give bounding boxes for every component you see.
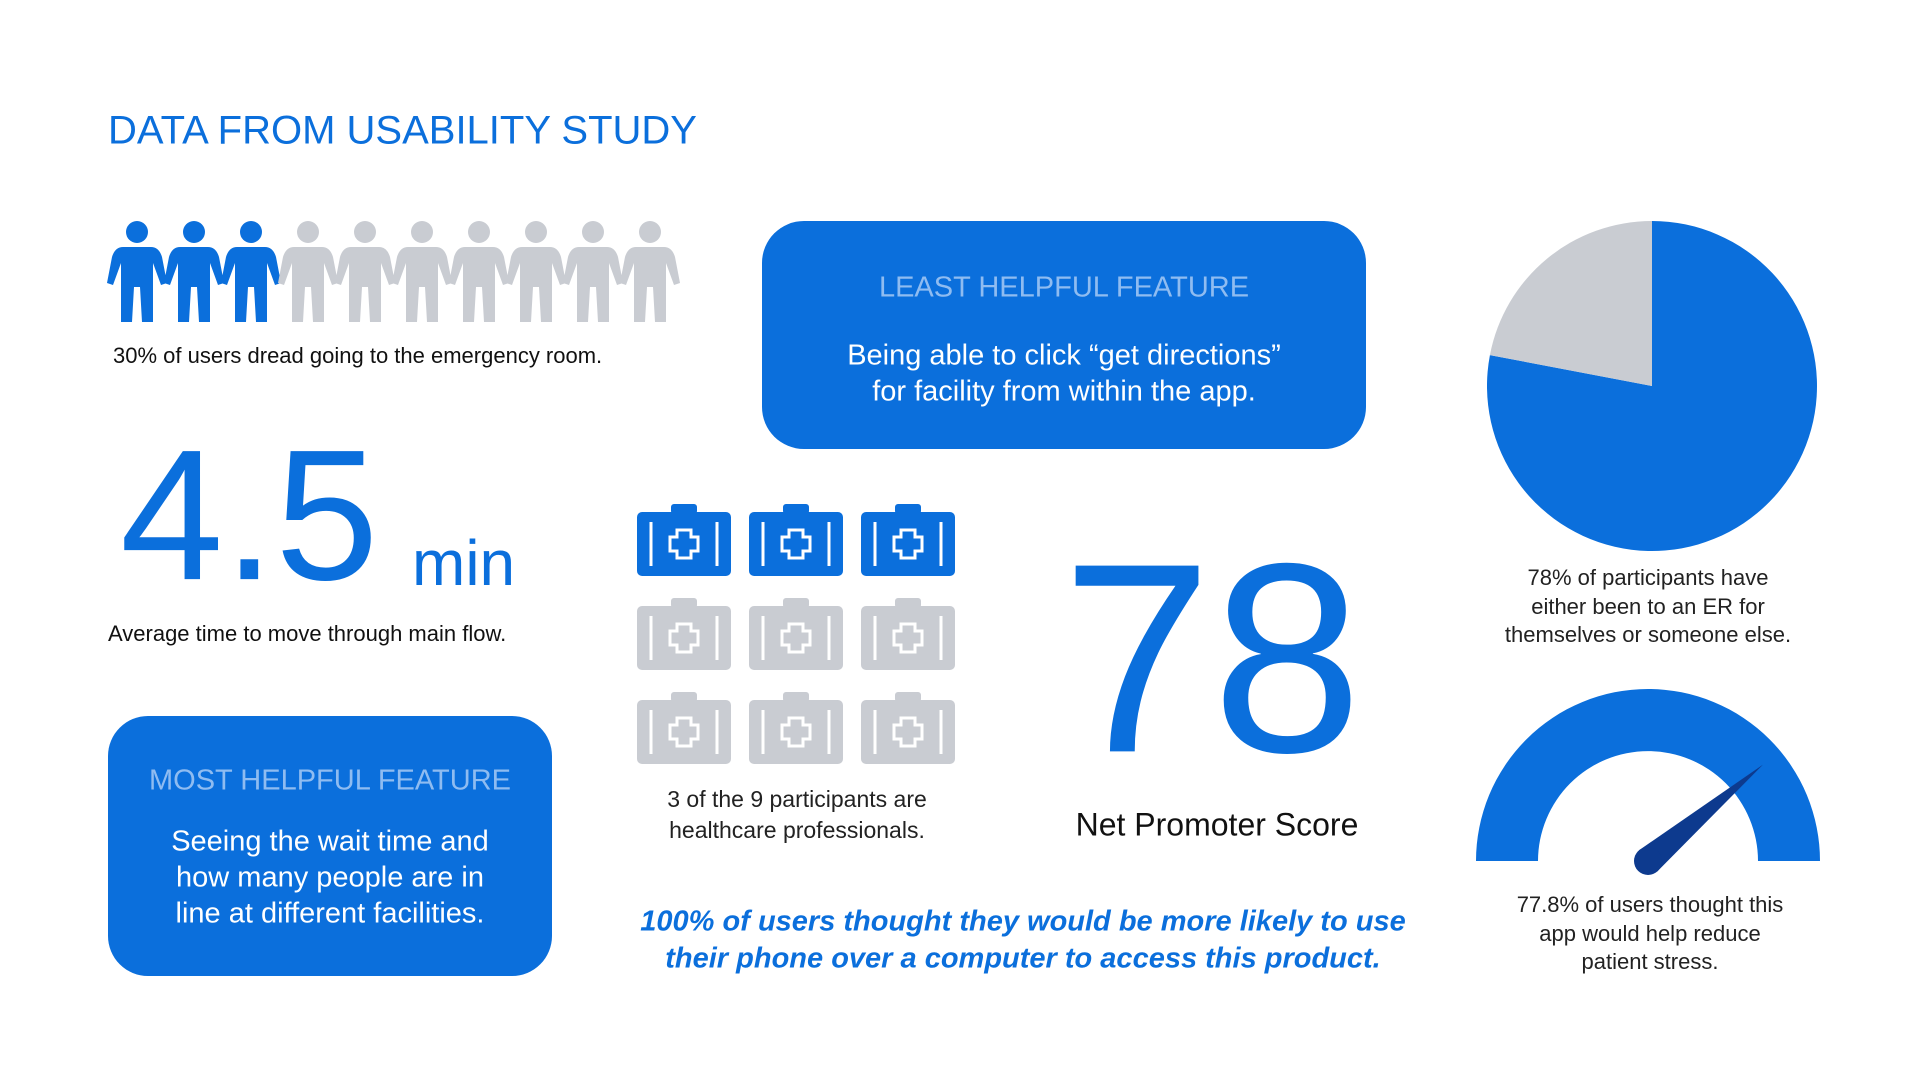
kit-cross xyxy=(892,528,924,560)
person-body xyxy=(164,247,224,322)
person-head xyxy=(582,221,604,243)
pie-caption: either been to an ER for xyxy=(1531,594,1765,619)
least-helpful-text: Being able to click “get directions” xyxy=(847,340,1281,372)
footer-text: their phone over a computer to access th… xyxy=(665,943,1380,975)
person-icon xyxy=(107,221,167,322)
person-head xyxy=(297,221,319,243)
kit-handle xyxy=(783,692,809,702)
pie-slice xyxy=(1489,221,1652,386)
kit-cross xyxy=(892,622,924,654)
most-helpful-text: how many people are in xyxy=(176,862,484,894)
kit-icon xyxy=(861,598,955,670)
time-caption: Average time to move through main flow. xyxy=(108,621,506,646)
kit-icon xyxy=(637,692,731,764)
kit-handle xyxy=(895,692,921,702)
person-icon xyxy=(449,221,509,322)
kit-body xyxy=(749,606,843,670)
person-head xyxy=(126,221,148,243)
person-body xyxy=(449,247,509,322)
kits-caption: healthcare professionals. xyxy=(669,817,925,843)
person-head xyxy=(468,221,490,243)
person-icon xyxy=(392,221,452,322)
person-icon xyxy=(506,221,566,322)
person-icon xyxy=(335,221,395,322)
gauge-caption: patient stress. xyxy=(1582,949,1719,974)
kit-handle xyxy=(895,598,921,608)
kit-body xyxy=(637,512,731,576)
person-body xyxy=(278,247,338,322)
kit-body xyxy=(637,700,731,764)
most-helpful-heading: MOST HELPFUL FEATURE xyxy=(149,765,511,797)
gauge-caption: app would help reduce xyxy=(1539,921,1760,946)
footer-text: 100% of users thought they would be more… xyxy=(640,906,1405,938)
person-head xyxy=(639,221,661,243)
kit-icon xyxy=(861,692,955,764)
kit-handle xyxy=(671,692,697,702)
person-icon xyxy=(221,221,281,322)
kit-icon xyxy=(637,504,731,576)
kit-cross xyxy=(780,622,812,654)
kit-handle xyxy=(783,598,809,608)
most-helpful-text: line at different facilities. xyxy=(176,898,485,930)
most-helpful-text: Seeing the wait time and xyxy=(171,826,489,858)
person-head xyxy=(354,221,376,243)
kit-body xyxy=(861,606,955,670)
person-body xyxy=(506,247,566,322)
kit-cross xyxy=(668,528,700,560)
gauge-arc xyxy=(1476,689,1820,861)
nps-value: 78 xyxy=(1062,508,1362,809)
gauge-caption: 77.8% of users thought this xyxy=(1517,892,1784,917)
kit-body xyxy=(749,700,843,764)
kit-cross xyxy=(780,528,812,560)
person-head xyxy=(525,221,547,243)
person-head xyxy=(183,221,205,243)
kit-icon xyxy=(637,598,731,670)
kit-icon xyxy=(749,598,843,670)
least-helpful-box xyxy=(762,221,1366,449)
person-body xyxy=(563,247,623,322)
least-helpful-text: for facility from within the app. xyxy=(872,376,1256,408)
person-head xyxy=(411,221,433,243)
person-head xyxy=(240,221,262,243)
person-body xyxy=(392,247,452,322)
kit-icon xyxy=(861,504,955,576)
time-value: 4.5 xyxy=(120,412,379,619)
kit-cross xyxy=(668,622,700,654)
kit-cross xyxy=(892,716,924,748)
person-body xyxy=(107,247,167,322)
kit-body xyxy=(749,512,843,576)
most-helpful-box xyxy=(108,716,552,976)
kit-handle xyxy=(783,504,809,514)
kits-caption: 3 of the 9 participants are xyxy=(667,786,927,812)
kit-body xyxy=(861,512,955,576)
kit-cross xyxy=(780,716,812,748)
kit-body xyxy=(861,700,955,764)
kit-handle xyxy=(671,504,697,514)
kit-icon xyxy=(749,504,843,576)
person-body xyxy=(221,247,281,322)
person-icon xyxy=(620,221,680,322)
nps-caption: Net Promoter Score xyxy=(1076,806,1359,842)
person-icon xyxy=(164,221,224,322)
person-icon xyxy=(563,221,623,322)
title: DATA FROM USABILITY STUDY xyxy=(108,109,697,153)
kit-handle xyxy=(895,504,921,514)
time-unit: min xyxy=(412,527,515,599)
people-caption: 30% of users dread going to the emergenc… xyxy=(113,343,602,368)
gauge-hub xyxy=(1634,847,1662,875)
pie-caption: 78% of participants have xyxy=(1528,565,1769,590)
pie-caption: themselves or someone else. xyxy=(1505,622,1791,647)
person-icon xyxy=(278,221,338,322)
gauge-needle xyxy=(1639,764,1763,872)
person-body xyxy=(335,247,395,322)
kit-cross xyxy=(668,716,700,748)
kit-body xyxy=(637,606,731,670)
least-helpful-heading: LEAST HELPFUL FEATURE xyxy=(879,272,1249,304)
person-body xyxy=(620,247,680,322)
kit-handle xyxy=(671,598,697,608)
kit-icon xyxy=(749,692,843,764)
